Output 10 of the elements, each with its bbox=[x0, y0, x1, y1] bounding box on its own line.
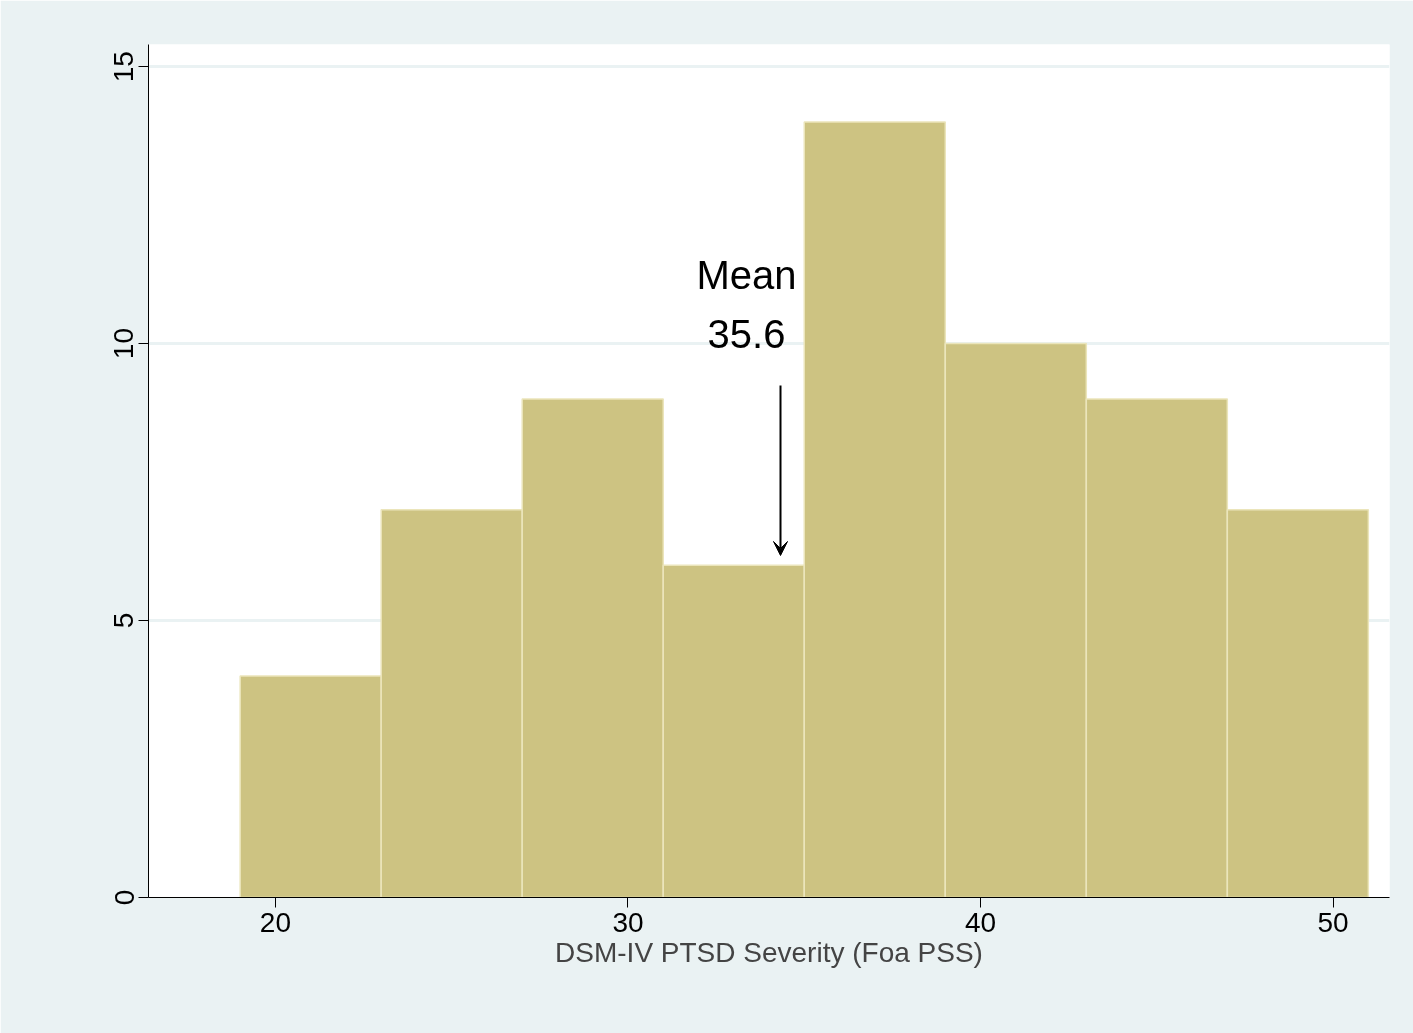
x-tick-label: 20 bbox=[259, 906, 291, 938]
x-tick-label: 30 bbox=[612, 906, 644, 938]
x-tick-label: 40 bbox=[964, 906, 997, 938]
x-tick-label: 50 bbox=[1317, 906, 1349, 938]
y-tick-label: 10 bbox=[108, 328, 140, 360]
y-tick-label: 15 bbox=[108, 51, 140, 83]
y-tick-label: 5 bbox=[108, 612, 140, 629]
y-tick-label: 0 bbox=[108, 889, 140, 906]
x-axis-title: DSM-IV PTSD Severity (Foa PSS) bbox=[555, 936, 983, 968]
annotation: Mean 35.6 bbox=[696, 252, 797, 356]
